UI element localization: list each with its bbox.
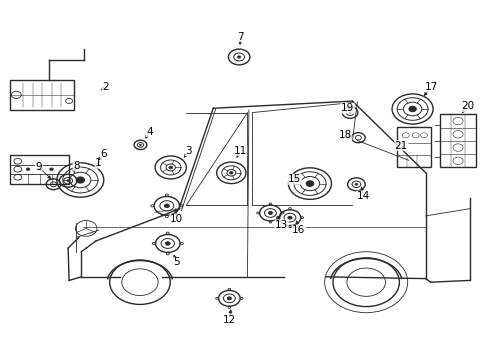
Bar	[10, 80, 74, 110]
Circle shape	[38, 168, 42, 171]
Circle shape	[67, 180, 70, 182]
Circle shape	[268, 211, 272, 215]
Text: 2: 2	[102, 82, 109, 92]
Bar	[441, 114, 476, 167]
Circle shape	[76, 177, 85, 183]
Text: 10: 10	[170, 215, 183, 224]
Circle shape	[49, 168, 53, 171]
Circle shape	[26, 168, 30, 171]
Text: 13: 13	[275, 220, 288, 230]
Text: 4: 4	[147, 127, 153, 136]
Text: 18: 18	[339, 130, 352, 140]
Text: 6: 6	[100, 149, 107, 159]
Text: 14: 14	[357, 191, 370, 201]
Text: 7: 7	[237, 32, 244, 41]
Text: 12: 12	[223, 315, 236, 325]
Circle shape	[140, 144, 142, 145]
Text: 3: 3	[186, 145, 192, 156]
Text: 8: 8	[73, 161, 80, 171]
Circle shape	[164, 204, 170, 208]
Circle shape	[349, 112, 351, 113]
Text: 5: 5	[173, 257, 180, 267]
Circle shape	[165, 242, 170, 245]
Text: 16: 16	[292, 225, 305, 235]
Text: 1: 1	[95, 158, 102, 168]
Circle shape	[355, 183, 358, 185]
Text: 17: 17	[425, 82, 438, 92]
Bar	[10, 155, 69, 184]
Circle shape	[227, 297, 231, 300]
Circle shape	[169, 166, 172, 169]
Text: 11: 11	[234, 145, 247, 156]
Text: 21: 21	[395, 140, 408, 150]
Circle shape	[229, 171, 233, 174]
Circle shape	[409, 106, 416, 112]
Text: 15: 15	[288, 174, 301, 184]
Bar	[397, 127, 431, 167]
Circle shape	[288, 216, 292, 219]
Text: 9: 9	[35, 162, 42, 172]
Text: 19: 19	[341, 103, 354, 113]
Text: 20: 20	[461, 102, 474, 112]
Circle shape	[238, 56, 241, 58]
Circle shape	[306, 181, 314, 186]
